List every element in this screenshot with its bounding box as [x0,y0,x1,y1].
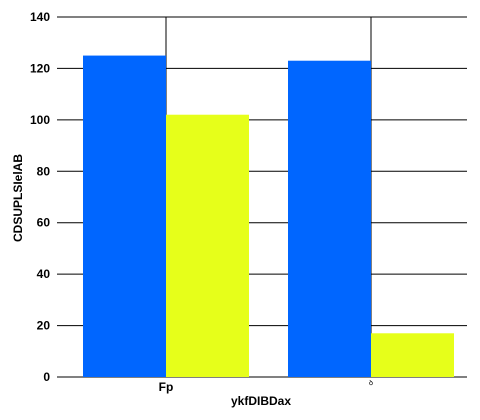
bar-series0-cat0 [83,55,166,377]
y-axis-title: CDSUPLSIelAB [11,154,25,242]
bar-series0-cat1 [288,60,371,377]
y-tick-labels: 0 20 40 60 80 100 120 140 [30,10,50,384]
x-tick-label: Fp [159,380,174,394]
bar-series1-cat0 [166,114,249,377]
y-tick-label: 60 [37,216,51,230]
bars [83,55,454,377]
y-tick-label: 100 [30,113,50,127]
y-tick-label: 80 [37,164,51,178]
y-tick-label: 40 [37,267,51,281]
y-tick-label: 140 [30,10,50,24]
y-tick-label: 120 [30,61,50,75]
bar-series1-cat1 [371,333,454,377]
x-axis-title: ykfDIBDax [231,394,291,408]
x-tick-labels: Fp ꝺ [159,379,373,394]
y-tick-label: 0 [43,370,50,384]
y-tick-label: 20 [37,319,51,333]
x-tick-label: ꝺ [369,379,373,387]
